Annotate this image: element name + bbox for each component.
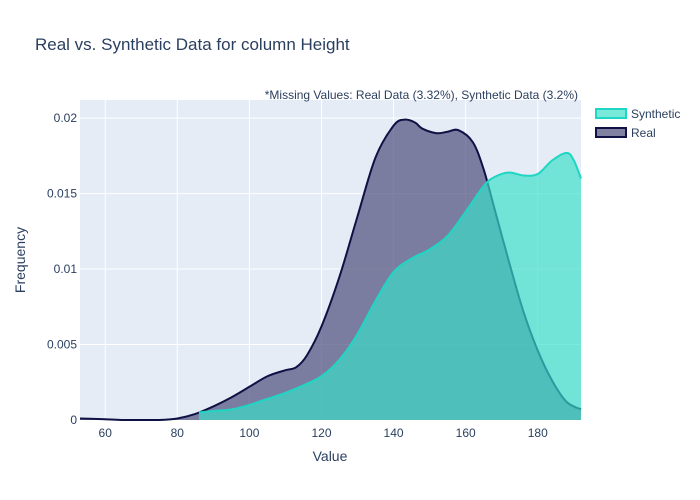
y-tick-label: 0.005 xyxy=(47,338,77,352)
legend-item-real[interactable]: Real xyxy=(595,126,656,140)
legend-item-synthetic[interactable]: Synthetic xyxy=(595,107,680,121)
legend-label-synthetic: Synthetic xyxy=(631,107,680,121)
x-tick-label: 100 xyxy=(239,426,259,440)
y-axis-title: Frequency xyxy=(12,227,28,293)
x-tick-label: 160 xyxy=(456,426,476,440)
x-axis-title: Value xyxy=(313,448,348,464)
x-tick-label: 120 xyxy=(311,426,331,440)
legend-swatch-synthetic xyxy=(595,108,627,119)
legend-label-real: Real xyxy=(631,126,656,140)
chart-title: Real vs. Synthetic Data for column Heigh… xyxy=(35,35,350,54)
y-tick-label: 0 xyxy=(70,413,77,427)
legend-swatch-real xyxy=(595,127,627,138)
missing-values-annotation: *Missing Values: Real Data (3.32%), Synt… xyxy=(265,88,578,102)
line-synthetic xyxy=(198,151,582,414)
y-tick-label: 0.01 xyxy=(54,262,78,276)
x-tick-label: 60 xyxy=(99,426,113,440)
series-layer xyxy=(79,118,582,422)
y-tick-label: 0.02 xyxy=(54,111,78,125)
tick-labels: 60 80 100 120 140 160 180 0 0.005 0.01 0.015 0.02 xyxy=(47,111,548,440)
area-synthetic xyxy=(198,152,581,420)
legend[interactable]: Synthetic Real xyxy=(595,107,680,140)
x-tick-label: 140 xyxy=(384,426,404,440)
x-tick-label: 180 xyxy=(528,426,548,440)
x-tick-label: 80 xyxy=(171,426,185,440)
y-tick-label: 0.015 xyxy=(47,187,77,201)
